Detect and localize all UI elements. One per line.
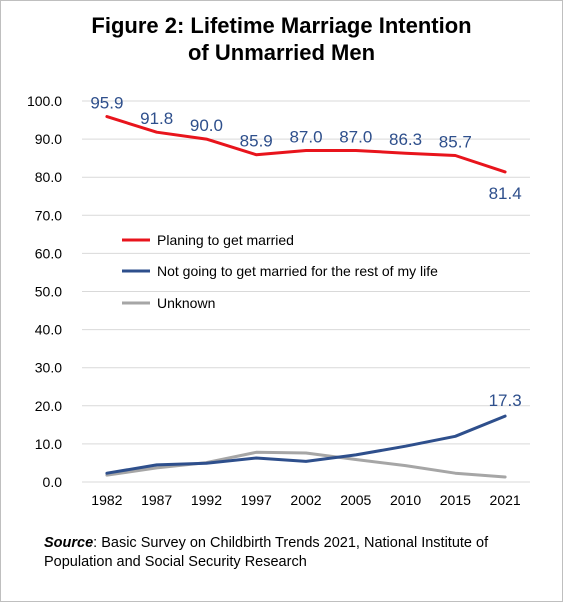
y-tick-label: 20.0 [35,398,62,414]
data-label: 17.3 [489,391,522,410]
legend-label: Unknown [157,295,215,311]
y-tick-label: 0.0 [43,474,63,490]
series-line [105,450,507,479]
source-note: Source: Basic Survey on Childbirth Trend… [44,534,544,572]
data-label: 81.4 [489,184,522,203]
x-tick-label: 2015 [440,492,471,508]
data-label: 87.0 [339,128,372,147]
source-text: : Basic Survey on Childbirth Trends 2021… [44,535,489,570]
series-line [105,414,507,475]
x-tick-label: 1982 [91,492,122,508]
series-line [105,115,507,174]
y-tick-label: 30.0 [35,360,62,376]
source-label: Source [44,535,94,551]
x-tick-label: 1997 [241,492,272,508]
data-label: 87.0 [289,128,322,147]
y-tick-label: 60.0 [35,245,62,261]
y-tick-label: 100.0 [27,93,62,109]
y-tick-label: 50.0 [35,284,62,300]
y-tick-label: 70.0 [35,207,62,223]
x-tick-label: 2010 [390,492,421,508]
chart-title-line-2: of Unmarried Men [187,40,376,65]
x-tick-label: 2005 [340,492,371,508]
data-label: 95.9 [90,94,123,113]
y-tick-label: 10.0 [35,436,62,452]
x-tick-label: 1992 [191,492,222,508]
legend-label: Planing to get married [157,232,294,248]
data-label: 90.0 [190,116,223,135]
y-tick-label: 80.0 [35,169,62,185]
y-tick-label: 90.0 [35,131,62,147]
x-tick-label: 1987 [141,492,172,508]
x-tick-label: 2002 [290,492,321,508]
data-label: 85.9 [240,132,273,151]
legend-label: Not going to get married for the rest of… [157,263,438,279]
chart-title-line-1: Figure 2: Lifetime Marriage Intention [91,13,472,38]
data-label: 86.3 [389,130,422,149]
y-tick-label: 40.0 [35,322,62,338]
x-tick-label: 2021 [490,492,521,508]
data-label: 85.7 [439,132,472,151]
data-label: 91.8 [140,109,173,128]
